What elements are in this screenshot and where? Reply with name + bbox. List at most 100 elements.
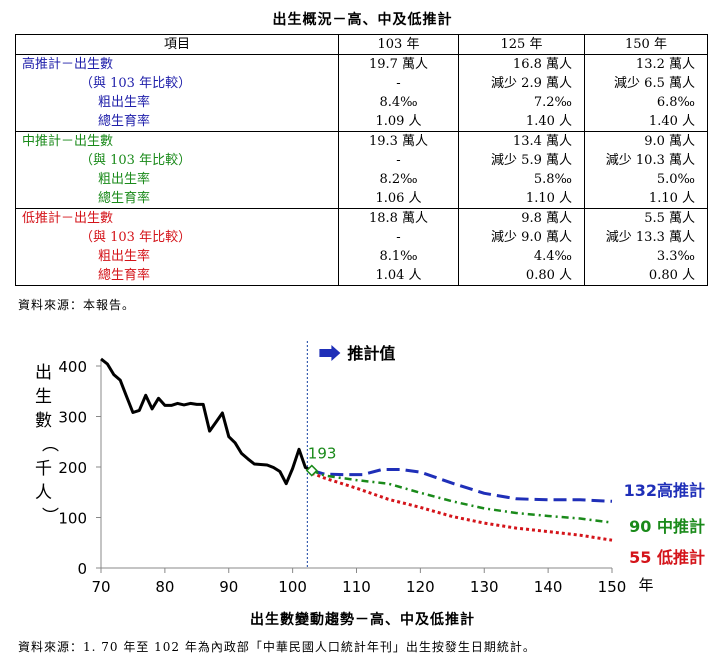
row-value: 減少 2.9 萬人 <box>458 74 585 93</box>
y-axis-label-char: 人 <box>35 483 52 503</box>
row-value: 13.4 萬人 <box>458 131 585 151</box>
chart-axes: 0 100 200 300 400 70 80 90 100 110 120 130 140 150 年 出生… <box>35 341 654 596</box>
table-header-row: 項目 103 年 125 年 150 年 <box>15 34 708 55</box>
row-value: 4.4‰ <box>458 247 585 266</box>
row-value: 1.10 人 <box>458 189 585 209</box>
table-row: 總生育率 1.06 人 1.10 人 1.10 人 <box>15 189 708 209</box>
table-row: （與 103 年比較） - 減少 2.9 萬人 減少 6.5 萬人 <box>15 74 708 93</box>
y-tick-label: 300 <box>58 409 87 427</box>
row-value: 1.40 人 <box>458 112 585 132</box>
row-value: 16.8 萬人 <box>458 54 585 74</box>
row-value: 8.2‰ <box>338 170 459 189</box>
row-label: 高推計－出生數 <box>15 54 339 74</box>
y-axis-label-char: 生 <box>35 387 52 407</box>
row-label: （與 103 年比較） <box>15 74 339 93</box>
chart-caption: 出生數變動趨勢－高、中及低推計 <box>250 612 475 628</box>
series-line-high <box>311 468 613 503</box>
y-axis-label-char: 數 <box>35 411 52 431</box>
row-value: 3.3‰ <box>584 247 708 266</box>
x-tick-label: 150 <box>598 578 627 596</box>
row-label: （與 103 年比較） <box>15 228 339 247</box>
table-source-note: 資料來源：本報告。 <box>18 298 136 312</box>
table-row: 總生育率 1.09 人 1.40 人 1.40 人 <box>15 112 708 132</box>
series-label-high: 132高推計 <box>624 481 705 500</box>
row-value: 1.09 人 <box>338 112 459 132</box>
row-label: （與 103 年比較） <box>15 151 339 170</box>
row-value: 1.06 人 <box>338 189 459 209</box>
row-value: 0.80 人 <box>458 266 585 286</box>
x-tick-label: 140 <box>534 578 563 596</box>
row-label: 總生育率 <box>15 189 339 209</box>
y-tick-label: 0 <box>77 560 87 578</box>
row-value: 9.8 萬人 <box>458 208 585 228</box>
row-value: 5.5 萬人 <box>584 208 708 228</box>
chart-series <box>100 357 613 542</box>
series-label-medium: 90 中推計 <box>629 517 705 536</box>
row-value: - <box>338 74 459 93</box>
y-axis-label-char: 出 <box>35 363 52 383</box>
series-line-actual <box>100 357 313 486</box>
point-marker <box>305 464 318 477</box>
row-label: 粗出生率 <box>15 247 339 266</box>
table-row: （與 103 年比較） - 減少 5.9 萬人 減少 10.3 萬人 <box>15 151 708 170</box>
row-value: 8.4‰ <box>338 93 459 112</box>
row-value: 18.8 萬人 <box>338 208 459 228</box>
y-axis-label-char: ︵ <box>42 435 59 455</box>
y-axis-label-char: ︶ <box>42 507 59 527</box>
x-tick-label: 80 <box>155 578 174 596</box>
row-label: 低推計－出生數 <box>15 208 339 228</box>
table-row: 中推計－出生數 19.3 萬人 13.4 萬人 9.0 萬人 <box>15 131 708 151</box>
table-row: 低推計－出生數 18.8 萬人 9.8 萬人 5.5 萬人 <box>15 208 708 228</box>
table-body: 高推計－出生數 19.7 萬人 16.8 萬人 13.2 萬人 （與 103 年比較） -… <box>15 54 708 286</box>
table-row: 粗出生率 8.1‰ 4.4‰ 3.3‰ <box>15 247 708 266</box>
birth-trend-chart: 0 100 200 300 400 70 80 90 100 110 120 130 140 150 年 出生… <box>35 341 705 596</box>
row-label: 粗出生率 <box>15 93 339 112</box>
table-row: 總生育率 1.04 人 0.80 人 0.80 人 <box>15 266 708 286</box>
header-year-125: 125 年 <box>458 34 585 55</box>
row-value: 5.0‰ <box>584 170 708 189</box>
x-tick-label: 70 <box>91 578 110 596</box>
row-value: 9.0 萬人 <box>584 131 708 151</box>
row-label: 粗出生率 <box>15 170 339 189</box>
y-tick-label: 200 <box>58 459 87 477</box>
row-value: 減少 5.9 萬人 <box>458 151 585 170</box>
row-value: 減少 9.0 萬人 <box>458 228 585 247</box>
row-value: 19.3 萬人 <box>338 131 459 151</box>
row-value: 6.8‰ <box>584 93 708 112</box>
series-line-low <box>311 471 613 542</box>
series-line-medium <box>311 469 613 524</box>
row-value: 1.10 人 <box>584 189 708 209</box>
x-axis-label: 年 <box>638 576 653 594</box>
series-label-low: 55 低推計 <box>629 548 705 567</box>
row-value: 19.7 萬人 <box>338 54 459 74</box>
header-item: 項目 <box>15 34 339 55</box>
y-tick-label: 100 <box>58 510 87 528</box>
table-row: 粗出生率 8.2‰ 5.8‰ 5.0‰ <box>15 170 708 189</box>
x-tick-label: 120 <box>406 578 435 596</box>
row-value: - <box>338 228 459 247</box>
projection-label: 推計值 <box>347 344 395 363</box>
arrow-right-icon <box>319 345 341 361</box>
y-axis-label: 出生數 ︵ 千人 ︶ <box>35 363 59 527</box>
marker-label: 193 <box>308 445 337 463</box>
row-value: 8.1‰ <box>338 247 459 266</box>
row-value: 減少 6.5 萬人 <box>584 74 708 93</box>
y-axis-label-char: 千 <box>35 459 52 479</box>
x-tick-label: 90 <box>219 578 238 596</box>
y-tick-label: 400 <box>58 358 87 376</box>
row-value: 1.04 人 <box>338 266 459 286</box>
row-value: 7.2‰ <box>458 93 585 112</box>
row-value: 13.2 萬人 <box>584 54 708 74</box>
row-label: 中推計－出生數 <box>15 131 339 151</box>
row-label: 總生育率 <box>15 266 339 286</box>
row-value: 減少 10.3 萬人 <box>584 151 708 170</box>
row-label: 總生育率 <box>15 112 339 132</box>
row-value: 減少 13.3 萬人 <box>584 228 708 247</box>
table-row: （與 103 年比較） - 減少 9.0 萬人 減少 13.3 萬人 <box>15 228 708 247</box>
row-value: 1.40 人 <box>584 112 708 132</box>
header-year-150: 150 年 <box>584 34 708 55</box>
row-value: 5.8‰ <box>458 170 585 189</box>
x-tick-label: 100 <box>278 578 307 596</box>
header-year-103: 103 年 <box>338 34 459 55</box>
table-row: 粗出生率 8.4‰ 7.2‰ 6.8‰ <box>15 93 708 112</box>
